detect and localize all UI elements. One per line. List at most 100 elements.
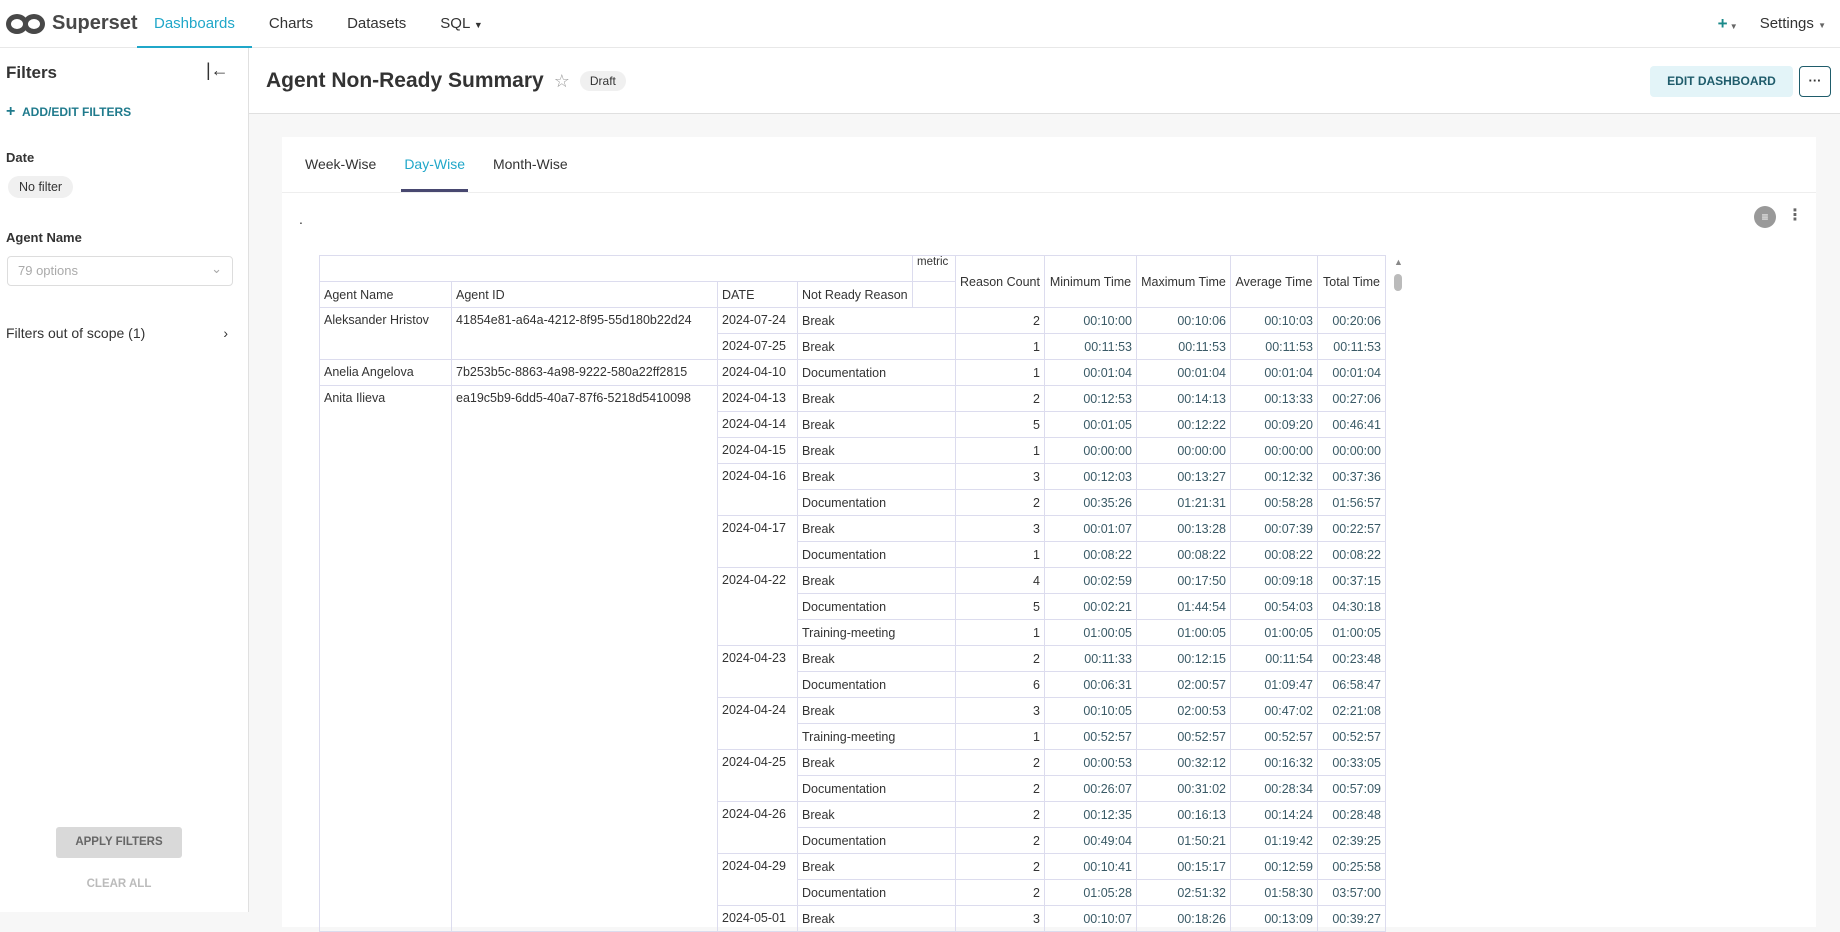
tabs-divider xyxy=(282,192,1816,193)
minimum-time-cell: 00:02:21 xyxy=(1044,593,1137,620)
nav-charts[interactable]: Charts xyxy=(268,14,314,32)
metric-header[interactable]: Maximum Time xyxy=(1136,255,1231,308)
table-row: 2024-04-16 Break 3 00:12:03 00:13:27 00:12:32… xyxy=(320,463,1386,516)
nav-sql[interactable]: SQL ▼ xyxy=(423,0,500,48)
apply-filters-button[interactable]: APPLY FILTERS xyxy=(56,827,182,858)
reason-cell: Break xyxy=(797,411,956,438)
date-filter-value[interactable]: No filter xyxy=(8,176,74,198)
agent-id-cell: ea19c5b9-6dd5-40a7-87f6-5218d5410098 xyxy=(451,385,718,932)
row-header[interactable]: Agent Name xyxy=(319,281,452,308)
reason-count-cell: 2 xyxy=(955,489,1045,516)
minimum-time-cell: 00:01:05 xyxy=(1044,411,1137,438)
top-navbar: Superset Dashboards Charts Datasets SQL … xyxy=(0,0,1840,48)
average-time-cell: 00:12:32 xyxy=(1230,463,1318,490)
date-cell: 2024-07-24 xyxy=(717,307,798,334)
metric-header[interactable]: Total Time xyxy=(1317,255,1386,308)
reason-count-cell: 2 xyxy=(955,307,1045,334)
star-icon[interactable]: ☆ xyxy=(553,70,570,91)
total-time-cell: 00:08:22 xyxy=(1317,541,1386,568)
nav-sql-label: SQL xyxy=(440,14,470,32)
date-cell: 2024-04-25 xyxy=(717,749,798,802)
plus-menu-icon[interactable]: + ▼ xyxy=(1717,13,1738,33)
agent-name-cell: Anita Ilieva xyxy=(319,385,452,932)
agent-name-select[interactable]: 79 options ⌄ xyxy=(7,256,233,286)
tab-week-wise[interactable]: Week-Wise xyxy=(305,156,377,172)
reason-cell: Documentation xyxy=(797,489,956,516)
tab-day-wise[interactable]: Day-Wise xyxy=(401,137,468,192)
filters-title: Filters xyxy=(6,63,58,82)
reason-cell: Documentation xyxy=(797,593,956,620)
plus-icon: + xyxy=(6,103,16,120)
chevron-right-icon: › xyxy=(223,325,228,341)
collapse-sidebar-icon[interactable]: |← xyxy=(206,60,229,80)
agent-name-cell: Aleksander Hristov xyxy=(319,307,452,360)
tab-month-wise[interactable]: Month-Wise xyxy=(492,156,568,172)
reason-cell: Break xyxy=(797,749,956,776)
date-cell: 2024-04-26 xyxy=(717,801,798,854)
average-time-cell: 00:16:32 xyxy=(1230,749,1318,776)
metric-header[interactable]: Average Time xyxy=(1230,255,1318,308)
table-scrollbar[interactable] xyxy=(1394,274,1402,291)
maximum-time-cell: 00:08:22 xyxy=(1136,541,1231,568)
date-cell: 2024-04-29 xyxy=(717,853,798,906)
filter-indicator-icon[interactable]: ≡ xyxy=(1754,206,1776,228)
metric-header[interactable]: Reason Count xyxy=(955,255,1045,308)
maximum-time-cell: 01:50:21 xyxy=(1136,827,1231,854)
agent-id-cell: 41854e81-a64a-4212-8f95-55d180b22d24 xyxy=(451,307,718,360)
reason-cell: Break xyxy=(797,463,956,490)
maximum-time-cell: 00:32:12 xyxy=(1136,749,1231,776)
reason-cell: Documentation xyxy=(797,671,956,698)
metric-header[interactable]: Minimum Time xyxy=(1044,255,1137,308)
minimum-time-cell: 00:52:57 xyxy=(1044,723,1137,750)
table-row: 2024-04-15 Break 1 00:00:00 00:00:00 00:00:00… xyxy=(320,437,1386,464)
header-spacer xyxy=(912,281,956,308)
minimum-time-cell: 01:05:28 xyxy=(1044,879,1137,906)
maximum-time-cell: 00:12:15 xyxy=(1136,645,1231,672)
row-header[interactable]: Not Ready Reason xyxy=(797,281,913,308)
logo-icon xyxy=(6,12,46,36)
reason-cell: Documentation xyxy=(797,879,956,906)
reason-count-cell: 6 xyxy=(955,671,1045,698)
metric-label: metric xyxy=(912,255,956,282)
reason-cell: Break xyxy=(797,333,956,360)
reason-cell: Documentation xyxy=(797,541,956,568)
reason-count-cell: 2 xyxy=(955,853,1045,880)
scroll-up-icon[interactable]: ▲ xyxy=(1394,257,1403,267)
maximum-time-cell: 02:00:53 xyxy=(1136,697,1231,724)
row-header[interactable]: Agent ID xyxy=(451,281,718,308)
settings-menu[interactable]: Settings ▼ xyxy=(1760,15,1826,32)
dashboard-tabs-card: Week-Wise Day-Wise Month-Wise . ≡ ⋮ ▲ me… xyxy=(282,137,1816,932)
average-time-cell: 00:52:57 xyxy=(1230,723,1318,750)
reason-count-cell: 1 xyxy=(955,723,1045,750)
reason-cell: Training-meeting xyxy=(797,723,956,750)
average-time-cell: 01:09:47 xyxy=(1230,671,1318,698)
superset-logo[interactable]: Superset xyxy=(6,12,138,36)
chart-menu-icon[interactable]: ⋮ xyxy=(1787,207,1803,224)
minimum-time-cell: 00:26:07 xyxy=(1044,775,1137,802)
clear-all-button[interactable]: CLEAR ALL xyxy=(86,878,152,890)
title-row: Agent Non-Ready Summary ☆ Draft xyxy=(266,48,626,114)
edit-dashboard-button[interactable]: EDIT DASHBOARD xyxy=(1650,66,1793,97)
more-options-button[interactable]: ··· xyxy=(1799,66,1831,97)
total-time-cell: 00:37:15 xyxy=(1317,567,1386,594)
filters-out-of-scope[interactable]: Filters out of scope (1) › xyxy=(6,325,228,341)
nav-dashboards[interactable]: Dashboards xyxy=(137,0,252,48)
minimum-time-cell: 00:00:00 xyxy=(1044,437,1137,464)
reason-count-cell: 2 xyxy=(955,775,1045,802)
row-header[interactable]: DATE xyxy=(717,281,798,308)
draft-badge[interactable]: Draft xyxy=(579,71,626,91)
table-row: Documentation 6 00:06:31 02:00:57 01:09:47 06… xyxy=(320,671,1386,698)
average-time-cell: 00:54:03 xyxy=(1230,593,1318,620)
average-time-cell: 00:58:28 xyxy=(1230,489,1318,516)
maximum-time-cell: 02:51:32 xyxy=(1136,879,1231,906)
minimum-time-cell: 00:11:53 xyxy=(1044,333,1137,360)
add-edit-filters-button[interactable]: + ADD/EDIT FILTERS xyxy=(6,103,131,121)
maximum-time-cell: 00:18:26 xyxy=(1136,905,1231,932)
reason-cell: Documentation xyxy=(797,827,956,854)
nav-datasets[interactable]: Datasets xyxy=(347,14,407,32)
date-cell: 2024-04-13 xyxy=(717,385,798,412)
maximum-time-cell: 01:21:31 xyxy=(1136,489,1231,516)
header-row: metric Reason Count Minimum Time Maximum Ti… xyxy=(319,255,1386,308)
minimum-time-cell: 00:10:05 xyxy=(1044,697,1137,724)
minimum-time-cell: 00:01:04 xyxy=(1044,359,1137,386)
